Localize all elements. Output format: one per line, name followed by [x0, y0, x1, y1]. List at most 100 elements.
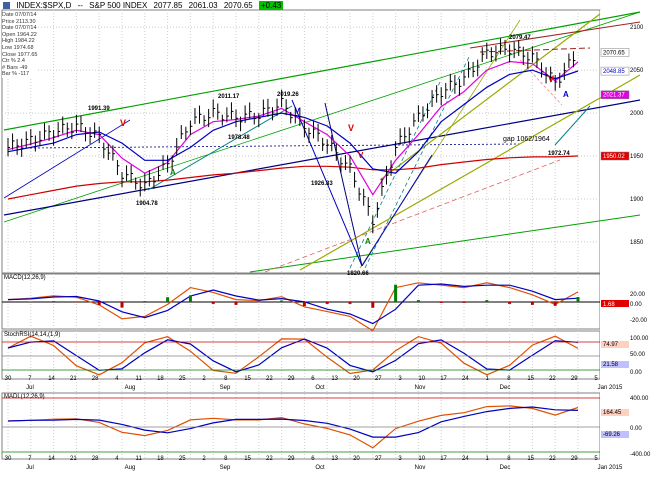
annotation-2079: 2079.47 [509, 35, 531, 41]
x-month-label: Dec [500, 385, 511, 391]
info-line: Close 1977.65 [2, 51, 38, 58]
open-value: 2077.85 [153, 1, 183, 10]
macd-axis-label: 20.00 [630, 292, 646, 298]
x-day-label: 8 [224, 456, 228, 462]
x-day-label: 21 [70, 456, 77, 462]
buy-marks: A A A [170, 90, 569, 246]
x-month-label: Oct [315, 385, 325, 391]
x-day-label: 3 [398, 376, 402, 382]
blue-channel-line [3, 119, 131, 199]
price-axis-label: 2100 [630, 25, 644, 31]
change-badge: +0.43 [258, 1, 284, 10]
chart-icon [3, 2, 10, 10]
teal-line [147, 105, 293, 191]
upper-channel-green [3, 11, 641, 131]
blue-drop-line-2 [361, 154, 433, 267]
macd-histogram-bar [485, 300, 489, 302]
x-day-label: 15 [527, 456, 534, 462]
x-day-label: 29 [571, 376, 578, 382]
close-value: 2070.65 [223, 1, 253, 10]
sell-signal-1: V [120, 118, 126, 128]
price-tag-label: 2021.37 [603, 93, 625, 99]
x-day-label: 11 [136, 456, 143, 462]
macd-histogram-bar [120, 302, 124, 308]
info-line: High 1984.22 [2, 38, 35, 45]
macd-histogram-bar [74, 302, 78, 303]
x-day-label: 5 [594, 456, 598, 462]
sell-signal-3: V [358, 151, 364, 160]
macd-histogram-bar [394, 284, 398, 302]
x-day-label: 14 [48, 456, 55, 462]
oscillator-line [7, 335, 579, 376]
x-day-label: 18 [157, 376, 164, 382]
macd-histogram-bar [52, 301, 56, 302]
x-day-label: 10 [418, 376, 425, 382]
annotation-2019: 2019.26 [277, 92, 299, 98]
x-day-label: 20 [353, 456, 360, 462]
resistance-dashed-line [479, 47, 591, 53]
macd-histogram-bar [371, 302, 375, 308]
ma-long-line [7, 155, 579, 200]
x-day-label: 27 [375, 456, 382, 462]
info-line: Date 07/07/14 [2, 12, 37, 18]
x-month-label: Sep [220, 385, 231, 391]
macd-histogram-bar [143, 301, 147, 302]
x-day-label: 13 [331, 456, 338, 462]
x-day-label: 29 [288, 456, 295, 462]
info-line: Open 1964.22 [2, 31, 37, 38]
stoch-axis-label: 0.00 [630, 370, 642, 376]
x-day-label: 25 [179, 456, 186, 462]
stoch-tag-box [601, 361, 629, 368]
symbol-label: INDEX:$SPX,D [16, 1, 72, 10]
x-day-label: 28 [92, 376, 99, 382]
price-tag-box [600, 151, 630, 161]
x-day-label: 7 [28, 376, 32, 382]
macd-histogram-bar [325, 302, 329, 304]
info-line: Price 2113.30 [2, 18, 36, 25]
navy-drop-line [324, 102, 363, 267]
x-day-label: 25 [179, 376, 186, 382]
x-day-label: 17 [440, 376, 447, 382]
x-day-label: 2 [202, 376, 206, 382]
x-month-label: Aug [125, 465, 136, 471]
buy-signal-3: A [563, 90, 569, 99]
teal-dashed-line-2 [364, 54, 471, 269]
x-day-label: 8 [507, 376, 511, 382]
x-month-label: Nov [415, 465, 426, 471]
x-day-label: 11 [136, 376, 143, 382]
macd-histogram-bar [530, 302, 534, 305]
stoch-axis-label: 100.00 [630, 336, 649, 342]
macd-histogram-bar [416, 300, 420, 302]
macd-histogram-bar [166, 297, 170, 302]
x-day-label: 18 [157, 456, 164, 462]
madl-axis-label: 400.00 [630, 396, 649, 402]
info-line: Low 1974.68 [2, 44, 34, 51]
x-day-label: 8 [507, 456, 511, 462]
info-line: # Bars -49 [2, 64, 28, 71]
sell-signal-2: V [348, 123, 354, 133]
madl-axis-label: 0.00 [630, 426, 642, 432]
macd-histogram-bar [211, 302, 215, 304]
macd-histogram-bar [280, 300, 284, 302]
macd-panel: 20.00 0.00 -20.00 1.68 [2, 282, 648, 332]
macd-histogram-bar [188, 295, 192, 302]
x-day-label: 7 [28, 456, 32, 462]
stoch-tag: 21.58 [603, 362, 619, 368]
olive-channel-upper [379, 13, 601, 181]
x-month-label: Sep [220, 465, 231, 471]
pink-dashed-line [519, 59, 563, 106]
macd-tag: 1.68 [603, 302, 615, 308]
lower-channel-green [249, 214, 641, 273]
madl-tag: 164.45 [603, 410, 622, 416]
buy-signal-2: A [365, 237, 371, 246]
annotation-1978: 1978.48 [228, 135, 250, 141]
x-day-label: 1 [485, 456, 489, 462]
signal-line [7, 406, 579, 438]
x-month-label: Jan 2015 [598, 385, 623, 391]
x-day-label: 30 [5, 456, 12, 462]
x-day-label: 4 [115, 376, 119, 382]
stoch-tag-box [601, 341, 629, 348]
x-day-label: 15 [244, 376, 251, 382]
x-month-label: Nov [415, 385, 426, 391]
